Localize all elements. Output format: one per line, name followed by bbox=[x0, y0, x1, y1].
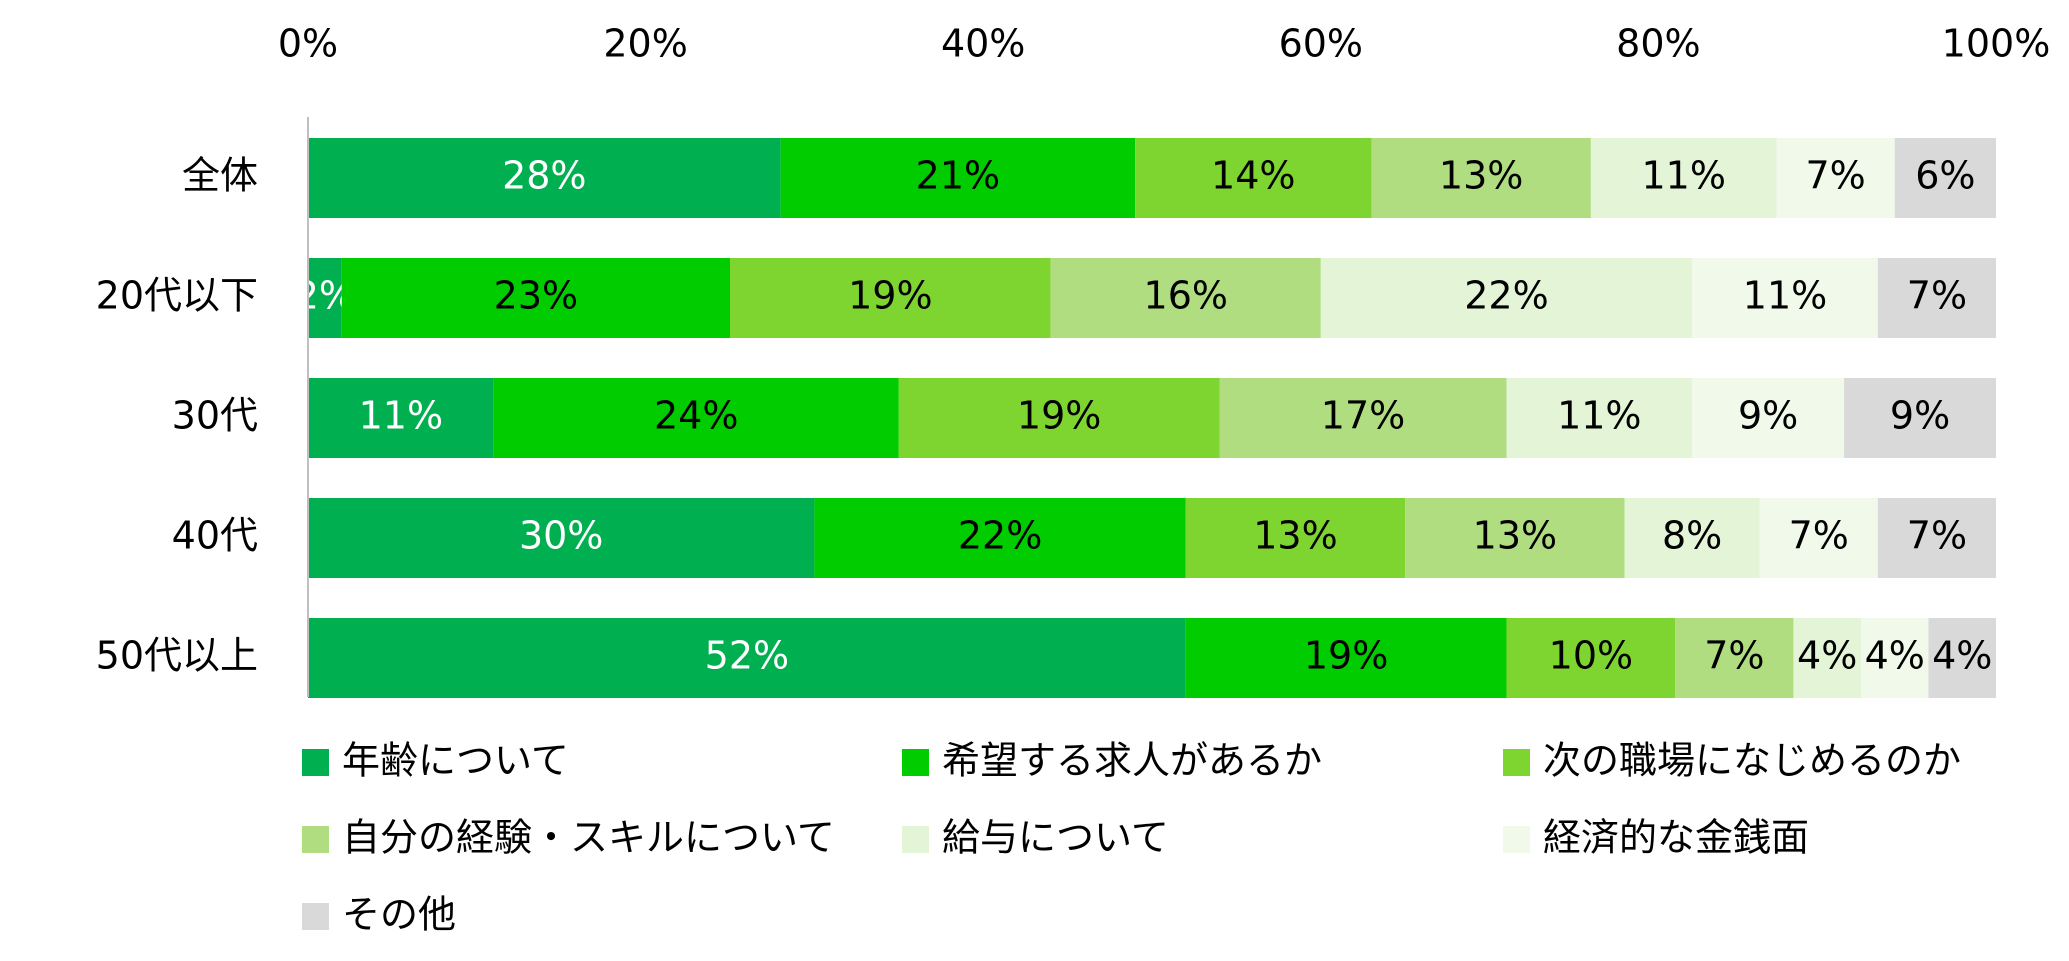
value-label: 13% bbox=[1439, 154, 1523, 198]
value-label: 22% bbox=[958, 514, 1042, 558]
value-label: 11% bbox=[1557, 394, 1641, 438]
value-label: 24% bbox=[654, 394, 738, 438]
value-label: 8% bbox=[1662, 514, 1722, 558]
bar-segment bbox=[1692, 378, 1845, 458]
legend-label: 次の職場になじめるのか bbox=[1543, 739, 1961, 783]
category-label: 40代 bbox=[172, 514, 258, 558]
x-tick-label: 40% bbox=[941, 22, 1025, 66]
bar-segment bbox=[1135, 138, 1372, 218]
value-label: 11% bbox=[1641, 154, 1725, 198]
bar-segment bbox=[1860, 618, 1929, 698]
bar-segment bbox=[814, 498, 1186, 578]
bar-segment bbox=[1675, 618, 1794, 698]
bar-segment bbox=[1590, 138, 1777, 218]
value-label: 6% bbox=[1915, 154, 1975, 198]
x-tick-label: 100% bbox=[1942, 22, 2051, 66]
legend-swatch bbox=[902, 826, 929, 853]
bar-segment bbox=[1050, 258, 1321, 338]
category-label: 50代以上 bbox=[96, 634, 258, 678]
bar-segment bbox=[1185, 618, 1507, 698]
bar-segment bbox=[1506, 618, 1676, 698]
value-label: 7% bbox=[1704, 634, 1764, 678]
value-label: 30% bbox=[519, 514, 603, 558]
bar-segment bbox=[1759, 498, 1878, 578]
bar-segment bbox=[308, 258, 342, 338]
value-label: 13% bbox=[1473, 514, 1557, 558]
x-tick-label: 60% bbox=[1279, 22, 1363, 66]
value-label: 9% bbox=[1890, 394, 1950, 438]
bar-segment bbox=[730, 258, 1051, 338]
value-label: 17% bbox=[1321, 394, 1405, 438]
value-label: 11% bbox=[1743, 274, 1827, 318]
category-label: 20代以下 bbox=[96, 274, 258, 318]
value-label: 4% bbox=[1797, 634, 1857, 678]
bar-segment bbox=[898, 378, 1220, 458]
bar-segment bbox=[1894, 138, 1996, 218]
bar-segment bbox=[341, 258, 730, 338]
legend-label: 年齢について bbox=[342, 739, 569, 783]
bar-segment bbox=[1371, 138, 1591, 218]
bar-segment bbox=[308, 378, 494, 458]
bar-segment bbox=[493, 378, 899, 458]
value-label: 28% bbox=[502, 154, 586, 198]
value-label: 9% bbox=[1738, 394, 1798, 438]
category-label: 30代 bbox=[172, 394, 258, 438]
value-label: 19% bbox=[848, 274, 932, 318]
bar-segment bbox=[308, 498, 815, 578]
bar-segment bbox=[1506, 378, 1693, 458]
value-label: 7% bbox=[1907, 274, 1967, 318]
value-label: 19% bbox=[1304, 634, 1388, 678]
legend-swatch bbox=[302, 749, 329, 776]
value-label: 21% bbox=[916, 154, 1000, 198]
bar-segment bbox=[1928, 618, 1996, 698]
bar-segment bbox=[1776, 138, 1895, 218]
bar-segment bbox=[1877, 258, 1996, 338]
legend-swatch bbox=[1503, 749, 1530, 776]
bar-segment bbox=[780, 138, 1136, 218]
value-label: 52% bbox=[705, 634, 789, 678]
value-label: 7% bbox=[1789, 514, 1849, 558]
x-tick-label: 80% bbox=[1616, 22, 1700, 66]
value-label: 7% bbox=[1907, 514, 1967, 558]
x-tick-label: 0% bbox=[278, 22, 338, 66]
bar-segment bbox=[1405, 498, 1625, 578]
legend-label: 自分の経験・スキルについて bbox=[342, 816, 835, 860]
bar-segment bbox=[1320, 258, 1693, 338]
value-label: 13% bbox=[1253, 514, 1337, 558]
value-label: 7% bbox=[1805, 154, 1865, 198]
value-label: 14% bbox=[1211, 154, 1295, 198]
legend-swatch bbox=[1503, 826, 1530, 853]
legend-label: 経済的な金銭面 bbox=[1543, 816, 1809, 860]
value-label: 16% bbox=[1144, 274, 1228, 318]
bar-segment bbox=[308, 618, 1186, 698]
bar-segment bbox=[1793, 618, 1861, 698]
value-label: 10% bbox=[1549, 634, 1633, 678]
category-label: 全体 bbox=[182, 154, 258, 198]
value-label: 4% bbox=[1865, 634, 1925, 678]
bar-segment bbox=[1877, 498, 1996, 578]
bar-segment bbox=[1185, 498, 1406, 578]
bar-segment bbox=[1692, 258, 1878, 338]
legend-swatch bbox=[302, 826, 329, 853]
value-label: 22% bbox=[1464, 274, 1548, 318]
bar-segment bbox=[1624, 498, 1760, 578]
value-label: 4% bbox=[1932, 634, 1992, 678]
legend-label: その他 bbox=[342, 893, 456, 937]
legend-swatch bbox=[302, 903, 329, 930]
value-label: 19% bbox=[1017, 394, 1101, 438]
value-label: 11% bbox=[359, 394, 443, 438]
legend-label: 給与について bbox=[942, 816, 1169, 860]
legend-swatch bbox=[902, 749, 929, 776]
bar-segment bbox=[308, 138, 781, 218]
legend-label: 希望する求人があるか bbox=[942, 739, 1322, 783]
bar-segment bbox=[1844, 378, 1996, 458]
value-label: 23% bbox=[494, 274, 578, 318]
x-tick-label: 20% bbox=[603, 22, 687, 66]
bar-segment bbox=[1219, 378, 1507, 458]
